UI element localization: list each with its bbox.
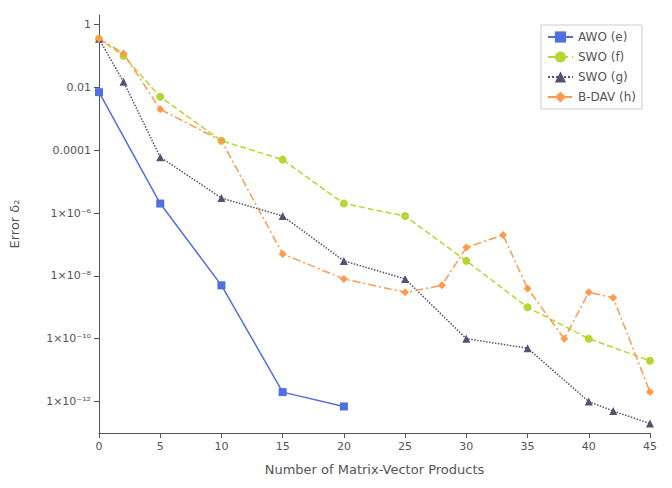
svg-text:1×10⁻⁶: 1×10⁻⁶ xyxy=(51,207,92,220)
svg-text:B-DAV (h): B-DAV (h) xyxy=(578,90,636,104)
svg-text:15: 15 xyxy=(276,440,290,453)
svg-text:25: 25 xyxy=(398,440,412,453)
svg-text:Number of Matrix-Vector Produc: Number of Matrix-Vector Products xyxy=(265,462,485,477)
svg-text:0.01: 0.01 xyxy=(67,81,92,94)
svg-text:10: 10 xyxy=(214,440,228,453)
svg-text:1×10⁻⁸: 1×10⁻⁸ xyxy=(51,269,92,282)
svg-text:Error δ₂: Error δ₂ xyxy=(7,200,22,249)
svg-text:AWO (e): AWO (e) xyxy=(578,30,627,44)
svg-text:35: 35 xyxy=(521,440,535,453)
svg-text:5: 5 xyxy=(157,440,164,453)
svg-text:30: 30 xyxy=(459,440,473,453)
svg-text:0.0001: 0.0001 xyxy=(53,144,92,157)
svg-text:40: 40 xyxy=(582,440,596,453)
svg-text:45: 45 xyxy=(643,440,657,453)
svg-text:1×10⁻¹⁰: 1×10⁻¹⁰ xyxy=(46,332,91,345)
svg-text:0: 0 xyxy=(96,440,103,453)
svg-text:1×10⁻¹²: 1×10⁻¹² xyxy=(46,395,91,408)
svg-text:SWO (f): SWO (f) xyxy=(578,50,624,64)
svg-text:SWO (g): SWO (g) xyxy=(578,70,628,84)
svg-text:20: 20 xyxy=(337,440,351,453)
svg-text:1: 1 xyxy=(84,18,91,31)
